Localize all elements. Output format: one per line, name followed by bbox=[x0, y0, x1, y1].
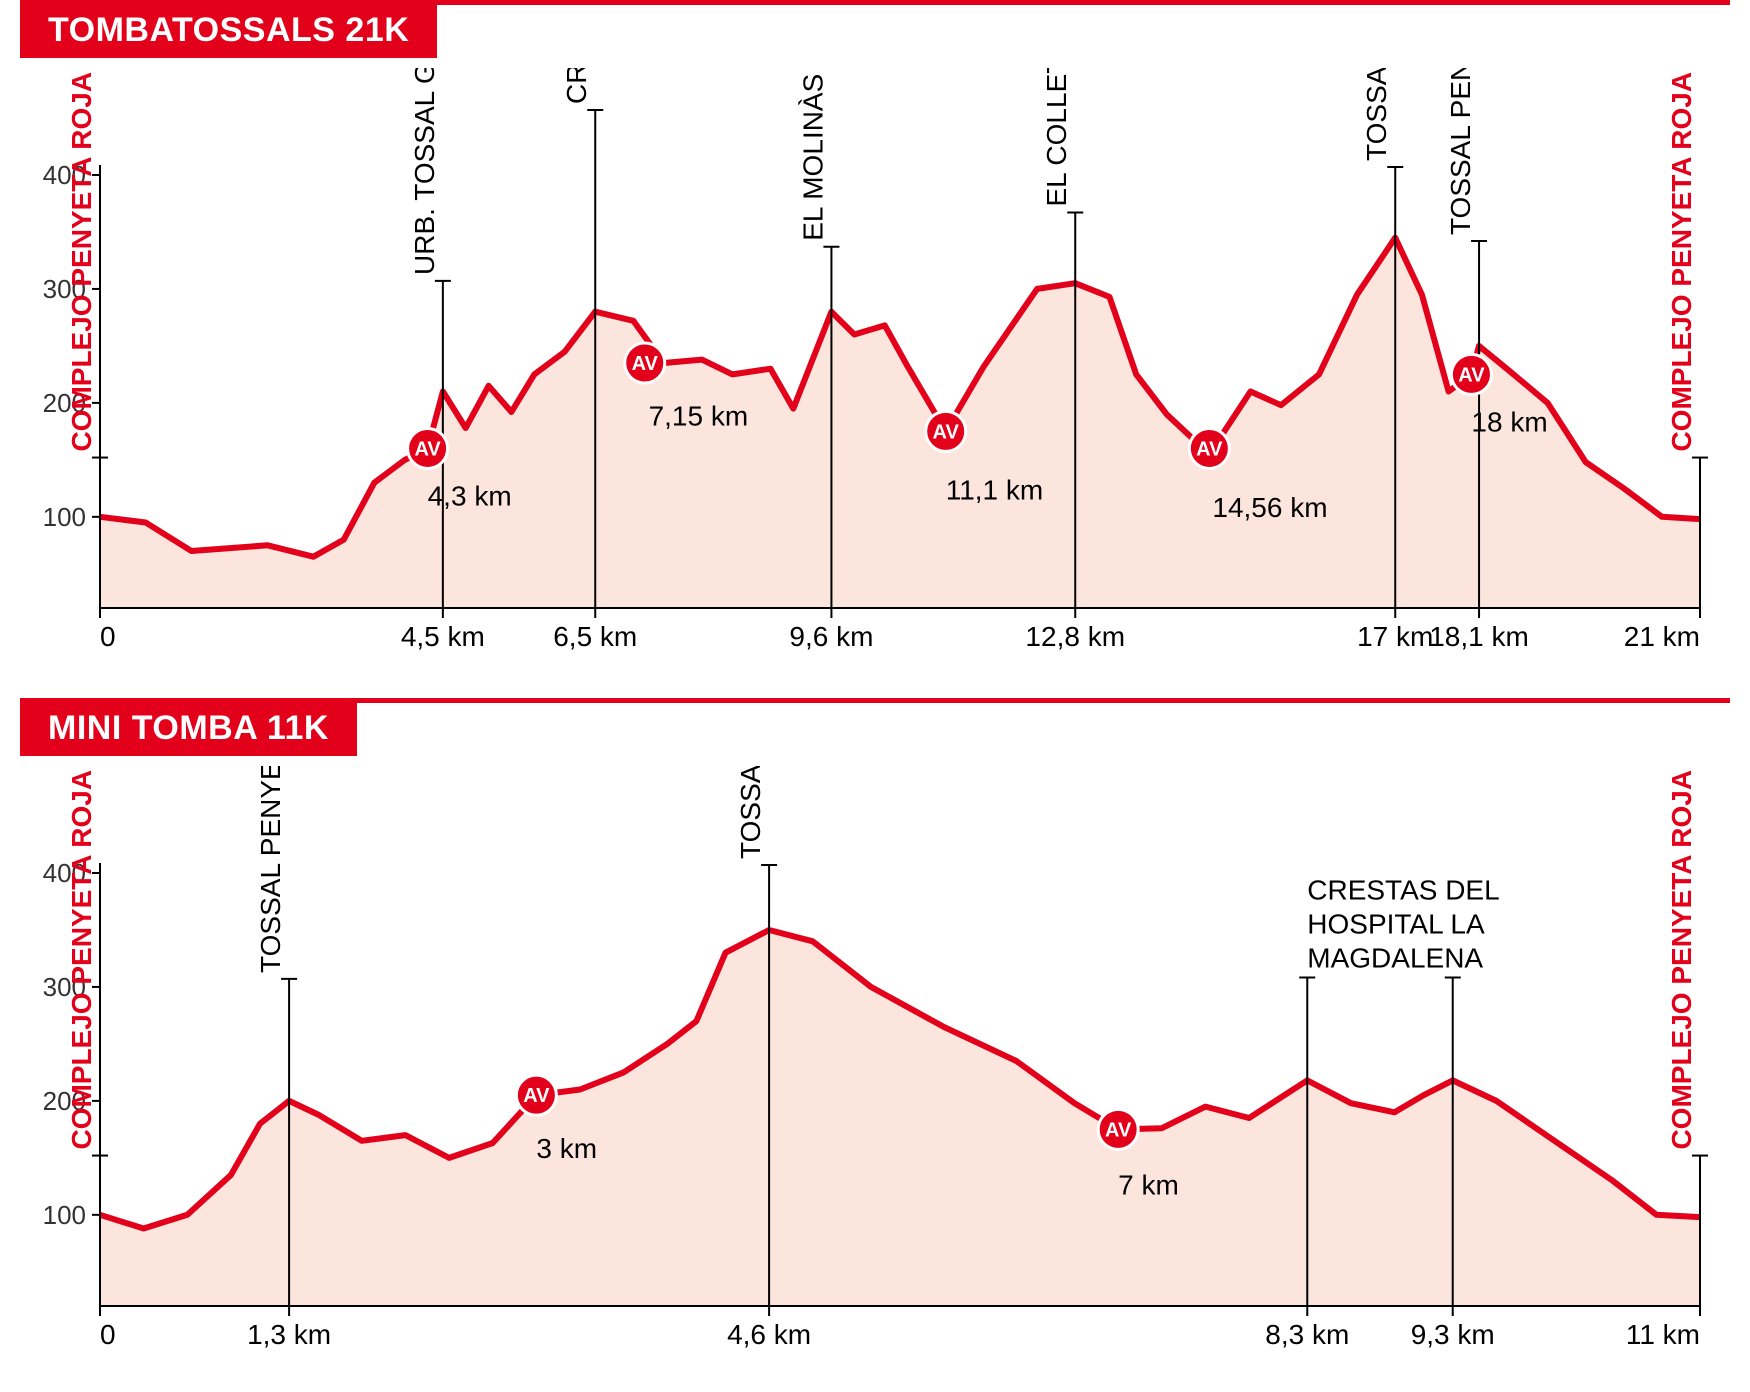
svg-text:100: 100 bbox=[43, 502, 86, 532]
x-tick-label: 4,6 km bbox=[727, 1319, 811, 1350]
x-tick-label: 6,5 km bbox=[553, 621, 637, 652]
elevation-chart: 100200300400COMPLEJO PENYETA ROJAURB. TO… bbox=[20, 68, 1730, 658]
landmark-label: TOSSAL GROS bbox=[1361, 68, 1392, 161]
landmark-label: COMPLEJO PENYETA ROJA bbox=[66, 770, 97, 1150]
av-km-label: 3 km bbox=[536, 1133, 597, 1164]
svg-text:AV: AV bbox=[1105, 1119, 1132, 1141]
svg-text:100: 100 bbox=[43, 1200, 86, 1230]
landmark-label: EL COLLET bbox=[1041, 68, 1072, 207]
chart-title-tab: TOMBATOSSALS 21K bbox=[20, 5, 437, 58]
x-tick-label: 8,3 km bbox=[1265, 1319, 1349, 1350]
landmark-label: TOSSAL GROS bbox=[735, 766, 766, 859]
av-km-label: 14,56 km bbox=[1212, 492, 1327, 523]
av-km-label: 18 km bbox=[1471, 406, 1547, 437]
landmark-label: TOSSAL PENYETA bbox=[255, 766, 286, 973]
svg-text:AV: AV bbox=[523, 1085, 550, 1107]
landmark-label: TOSSAL PENYETA bbox=[1445, 68, 1476, 235]
svg-text:AV: AV bbox=[414, 438, 441, 460]
elevation-chart: 100200300400COMPLEJO PENYETA ROJATOSSAL … bbox=[20, 766, 1730, 1356]
x-tick-label: 9,3 km bbox=[1411, 1319, 1495, 1350]
x-tick-label: 1,3 km bbox=[247, 1319, 331, 1350]
x-tick-label: 12,8 km bbox=[1025, 621, 1125, 652]
av-km-label: 4,3 km bbox=[428, 480, 512, 511]
av-km-label: 7,15 km bbox=[649, 401, 749, 432]
landmark-label: COMPLEJO PENYETA ROJA bbox=[1666, 770, 1697, 1150]
svg-text:AV: AV bbox=[1458, 364, 1485, 386]
svg-text:AV: AV bbox=[632, 353, 659, 375]
chart-title-tab: MINI TOMBA 11K bbox=[20, 703, 357, 756]
landmark-label: COMPLEJO PENYETA ROJA bbox=[1666, 72, 1697, 452]
svg-text:AV: AV bbox=[933, 421, 960, 443]
landmark-label: CRESTA DEL BOBALAR bbox=[561, 68, 592, 104]
landmark-label: COMPLEJO PENYETA ROJA bbox=[66, 72, 97, 452]
x-tick-label: 21 km bbox=[1624, 621, 1700, 652]
x-tick-label: 17 km bbox=[1357, 621, 1433, 652]
landmark-label: MAGDALENA bbox=[1307, 943, 1483, 974]
landmark-label: URB. TOSSAL GROS bbox=[409, 68, 440, 275]
av-km-label: 7 km bbox=[1118, 1169, 1179, 1200]
x-tick-label: 4,5 km bbox=[401, 621, 485, 652]
elevation-area bbox=[100, 930, 1700, 1306]
landmark-label: EL MOLINÀS bbox=[797, 74, 828, 241]
x-tick-label: 0 bbox=[100, 1319, 116, 1350]
x-tick-label: 0 bbox=[100, 621, 116, 652]
x-tick-label: 11 km bbox=[1626, 1319, 1700, 1350]
x-tick-label: 18,1 km bbox=[1429, 621, 1529, 652]
elevation-area bbox=[100, 238, 1700, 608]
landmark-label: HOSPITAL LA bbox=[1307, 909, 1485, 940]
x-tick-label: 9,6 km bbox=[789, 621, 873, 652]
av-km-label: 11,1 km bbox=[946, 475, 1044, 506]
svg-text:AV: AV bbox=[1196, 438, 1223, 460]
landmark-label: CRESTAS DEL bbox=[1307, 875, 1499, 906]
